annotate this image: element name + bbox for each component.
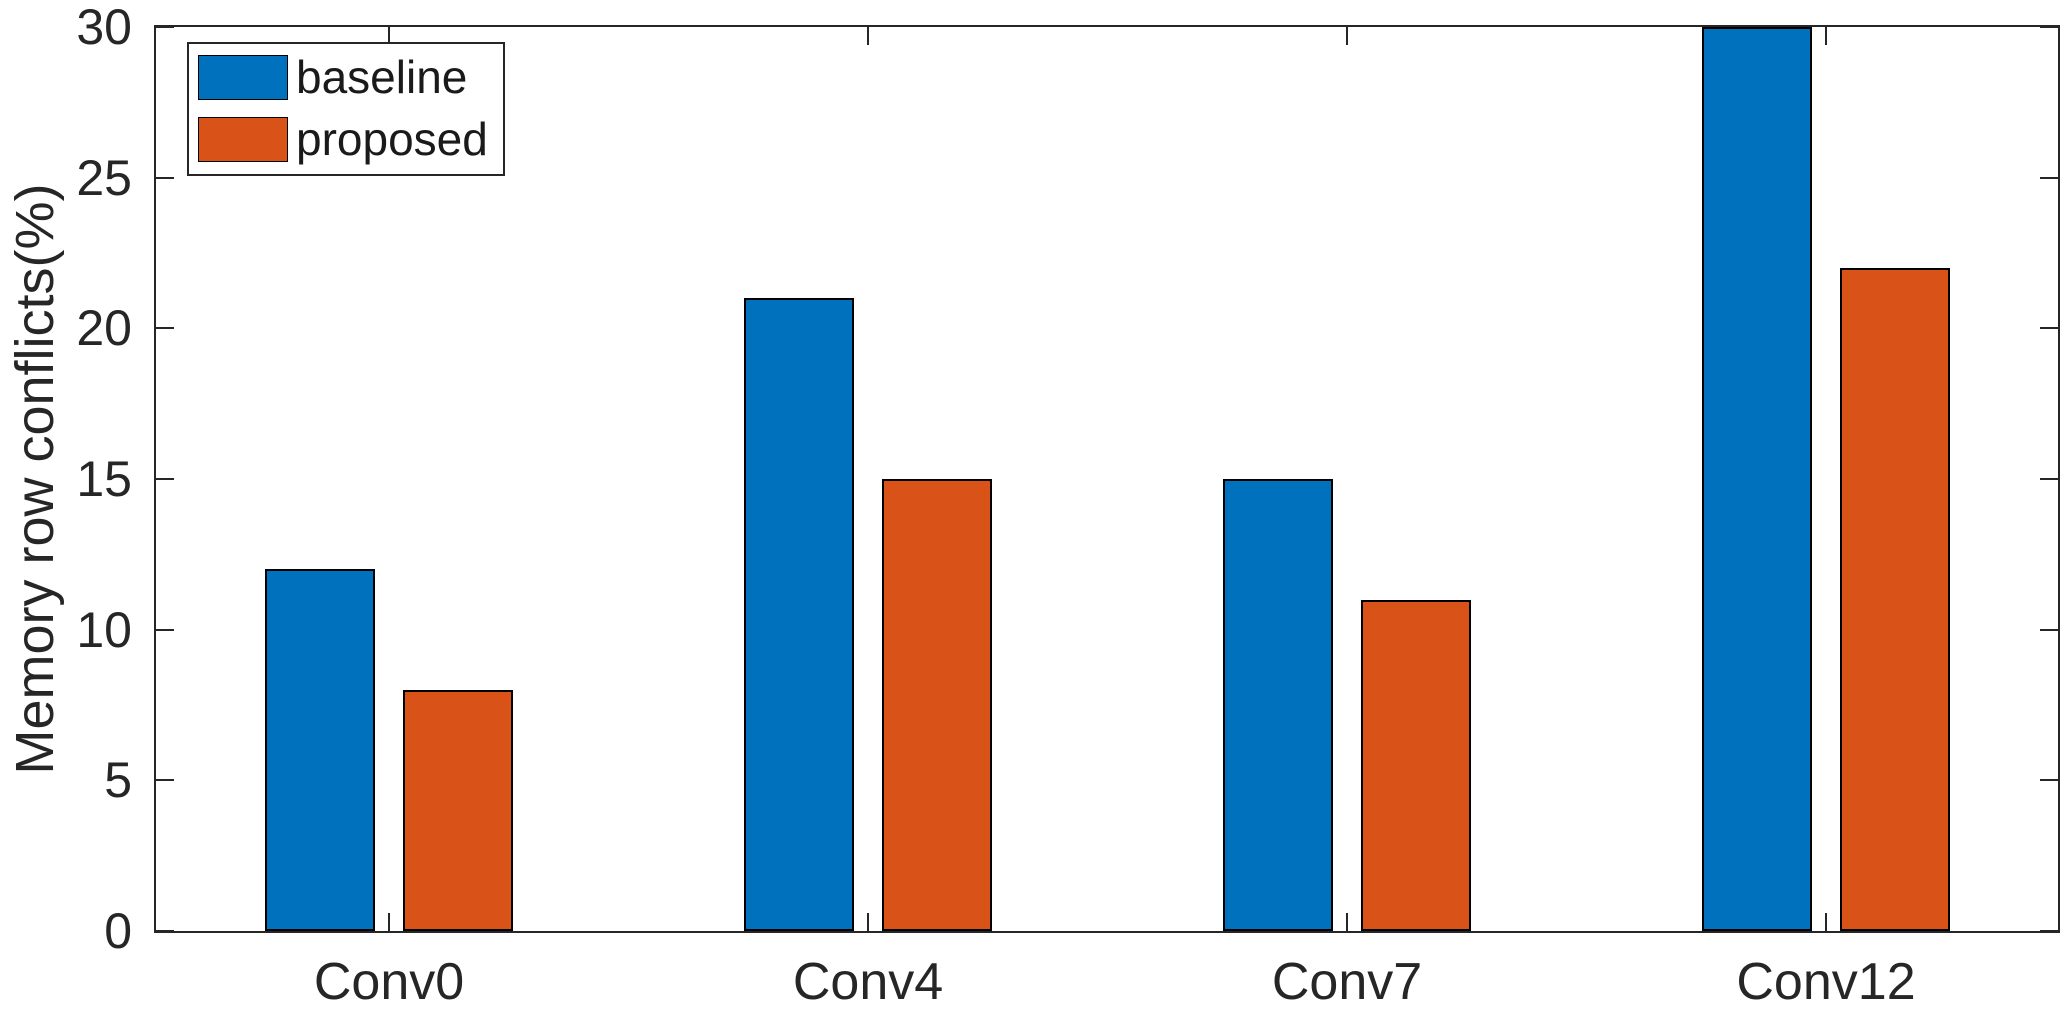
bar-baseline-Conv7 [1223, 479, 1333, 931]
y-tick-right [2040, 478, 2058, 480]
x-tick-top [388, 27, 390, 45]
bar-proposed-Conv7 [1361, 599, 1471, 931]
bar-baseline-Conv0 [265, 569, 375, 931]
x-tick-bottom [1825, 913, 1827, 931]
x-tick-label-Conv0: Conv0 [313, 953, 465, 1011]
plot-area: baseline proposed [154, 25, 2060, 933]
y-tick-label: 0 [104, 903, 132, 959]
y-tick-right [2040, 176, 2058, 179]
y-tick-label: 15 [76, 451, 132, 507]
y-tick-left [156, 779, 174, 782]
y-tick-label: 5 [104, 752, 132, 809]
x-tick-bottom [388, 913, 390, 931]
bar-proposed-Conv0 [403, 689, 513, 931]
bar-proposed-Conv12 [1840, 268, 1950, 931]
x-tick-top [867, 27, 869, 45]
bar-proposed-Conv4 [882, 479, 992, 931]
legend: baseline proposed [187, 42, 505, 176]
y-tick-label: 10 [76, 601, 132, 658]
x-tick-top [1825, 27, 1827, 45]
y-tick-label: 25 [76, 149, 132, 206]
x-tick-bottom [867, 913, 869, 931]
y-tick-right [2040, 930, 2058, 932]
y-tick-right [2040, 327, 2058, 330]
y-tick-left [156, 176, 174, 179]
bar-baseline-Conv4 [744, 298, 854, 931]
legend-label-proposed: proposed [296, 113, 488, 165]
y-tick-left [156, 478, 174, 480]
y-tick-label: 20 [76, 300, 132, 357]
y-tick-left [156, 628, 174, 631]
y-tick-left [156, 327, 174, 330]
x-tick-bottom [1346, 913, 1348, 931]
y-tick-left [156, 26, 174, 28]
legend-label-baseline: baseline [296, 51, 468, 103]
y-tick-right [2040, 628, 2058, 631]
x-tick-top [1346, 27, 1348, 45]
x-tick-label-Conv12: Conv12 [1736, 953, 1916, 1011]
y-tick-right [2040, 779, 2058, 782]
bar-baseline-Conv12 [1702, 27, 1812, 931]
x-tick-label-Conv7: Conv7 [1271, 953, 1423, 1011]
legend-swatch-proposed [198, 117, 288, 162]
y-tick-right [2040, 26, 2058, 28]
legend-swatch-baseline [198, 55, 288, 100]
y-tick-left [156, 930, 174, 932]
x-tick-label-Conv4: Conv4 [792, 953, 944, 1011]
y-tick-label: 30 [76, 0, 132, 55]
